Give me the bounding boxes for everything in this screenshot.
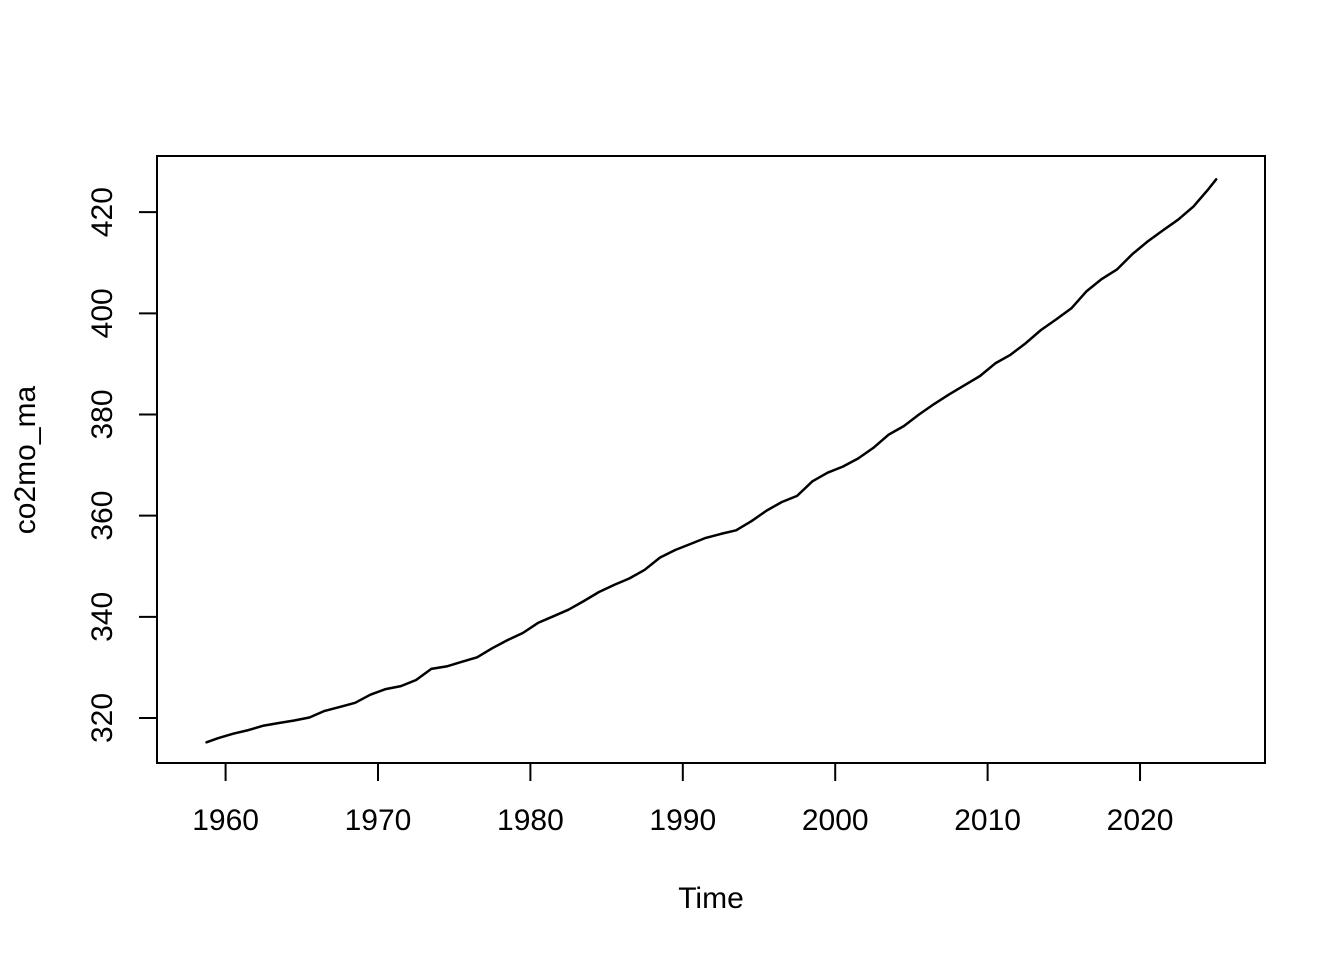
co2-data-line xyxy=(205,178,1218,744)
y-tick-label: 320 xyxy=(86,693,119,743)
y-axis-title: co2mo_ma xyxy=(9,385,42,535)
y-tick-label: 400 xyxy=(86,288,119,338)
y-tick-label: 420 xyxy=(86,187,119,237)
x-axis-title: Time xyxy=(678,882,744,915)
x-tick-label: 1990 xyxy=(649,804,716,837)
y-tick-label: 340 xyxy=(86,592,119,642)
y-tick-label: 380 xyxy=(86,389,119,439)
x-tick-label: 2000 xyxy=(802,804,869,837)
x-tick-label: 2020 xyxy=(1107,804,1174,837)
x-tick-label: 1970 xyxy=(345,804,412,837)
x-tick-label: 2010 xyxy=(954,804,1021,837)
y-tick-label: 360 xyxy=(86,491,119,541)
x-tick-label: 1960 xyxy=(192,804,259,837)
x-tick-label: 1980 xyxy=(497,804,564,837)
plot-box xyxy=(156,155,1266,764)
